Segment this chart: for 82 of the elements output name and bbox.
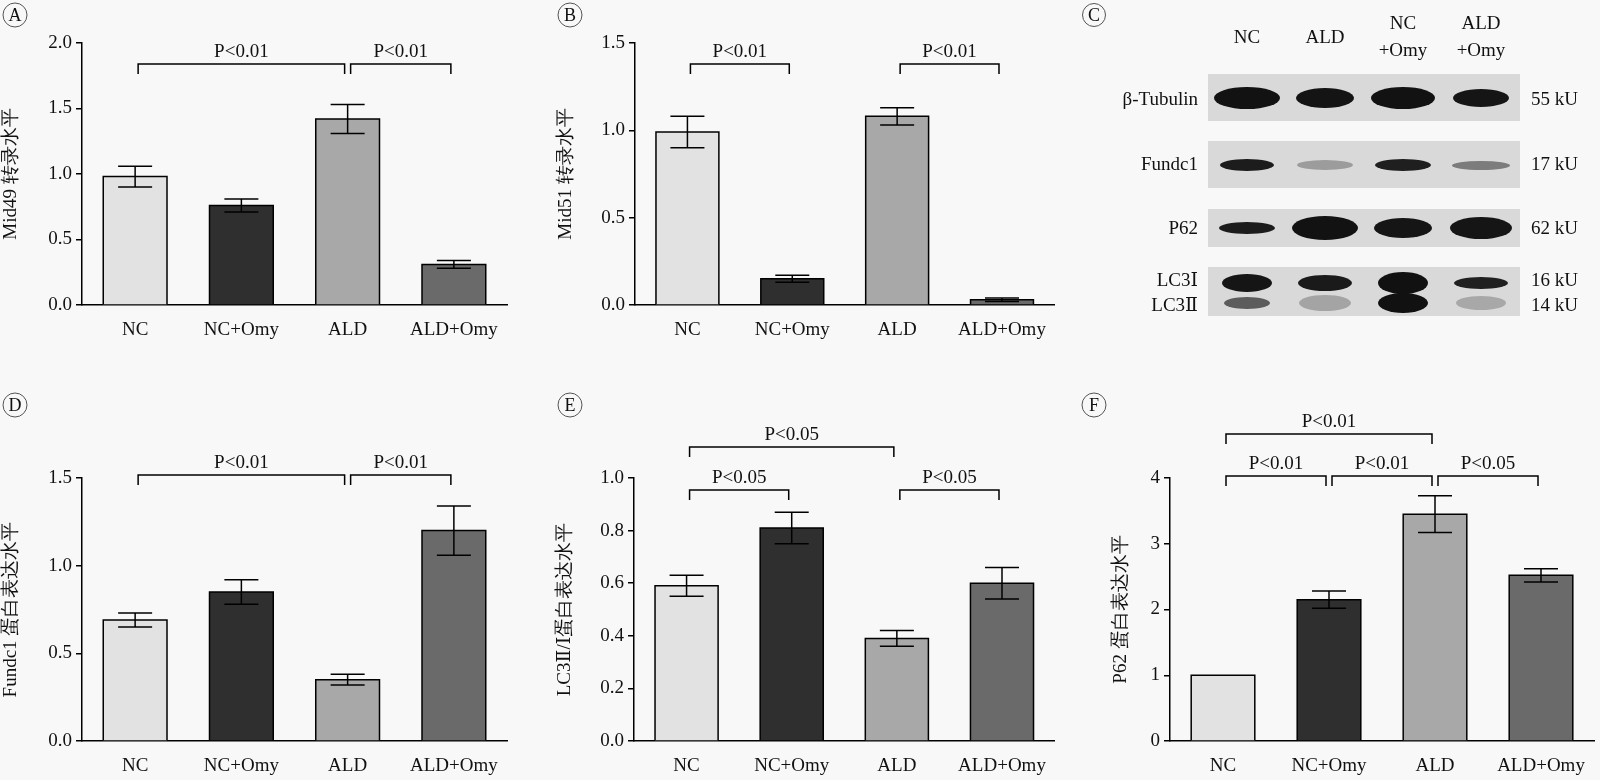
category-label: 17 kU xyxy=(1531,153,1578,174)
x-tick-label: ALD+Omy xyxy=(958,754,1047,776)
annotation: P<0.05 xyxy=(922,466,977,487)
text: P<0.01 xyxy=(1354,452,1410,473)
y-tick-label: 0 xyxy=(1150,728,1160,750)
x-tick-label: ALD+Omy xyxy=(1497,754,1586,776)
text: C xyxy=(1082,3,1106,27)
category-label: P62 xyxy=(1168,217,1198,238)
x-tick-label: ALD xyxy=(328,318,368,340)
x-tick-label: NC+Omy xyxy=(1291,754,1368,776)
annotation: P<0.05 xyxy=(711,466,767,487)
y-axis-title: LC3Ⅱ/Ⅰ蛋白表达水平 xyxy=(553,522,575,697)
y-tick-label: 1 xyxy=(1150,663,1160,685)
x-tick-label: NC xyxy=(1209,754,1237,776)
y-tick-label: 3 xyxy=(1150,531,1160,553)
y-tick-label: 0.6 xyxy=(600,571,624,593)
text: P<0.01 xyxy=(373,451,429,472)
x-tick-label: ALD xyxy=(877,754,917,776)
y-tick-label: 0.5 xyxy=(48,227,72,249)
annotation: P<0.01 xyxy=(373,40,429,61)
text: P<0.05 xyxy=(1460,452,1516,473)
category-label: β-Tubulin xyxy=(1122,88,1198,109)
x-tick-label: ALD xyxy=(328,754,368,776)
x-tick-label: NC xyxy=(673,754,700,776)
y-axis-title: Mid51 转录水平 xyxy=(554,108,576,240)
category-label: 55 kU xyxy=(1531,88,1578,109)
text: P<0.01 xyxy=(1248,452,1304,473)
x-tick-label: NC xyxy=(121,754,149,776)
y-tick-label: 1.5 xyxy=(48,96,72,118)
category-label: Fundc1 xyxy=(1141,153,1198,174)
y-tick-label: 0.0 xyxy=(600,728,624,750)
y-tick-label: 0.4 xyxy=(600,623,625,645)
category-label: ALD +Omy xyxy=(1455,11,1507,62)
category-label: LC3Ⅱ xyxy=(1151,294,1198,315)
text: P<0.01 xyxy=(214,451,269,472)
chart-title: E xyxy=(564,394,576,415)
y-axis-title: Mid49 转录水平 xyxy=(0,108,21,240)
text: P<0.05 xyxy=(764,423,819,444)
x-tick-label: NC xyxy=(121,318,149,340)
chart-title: D xyxy=(8,394,22,415)
category-label: LC3Ⅰ xyxy=(1156,269,1198,290)
x-tick-label: ALD+Omy xyxy=(409,754,499,776)
chart-title: B xyxy=(563,4,577,25)
y-tick-label: 1.5 xyxy=(48,465,72,487)
text: P<0.01 xyxy=(1301,410,1357,431)
annotation: P<0.01 xyxy=(214,40,269,61)
y-tick-label: 0.8 xyxy=(600,518,624,540)
category-label: 16 kU xyxy=(1531,269,1578,290)
annotation: P<0.01 xyxy=(922,40,977,61)
x-tick-label: ALD xyxy=(1415,754,1455,776)
x-tick-label: ALD+Omy xyxy=(409,318,499,340)
x-tick-label: NC+Omy xyxy=(203,754,280,776)
category-label: 14 kU xyxy=(1531,294,1578,315)
chart-title: A xyxy=(8,4,22,25)
y-tick-label: 1.0 xyxy=(48,161,72,183)
y-tick-label: 4 xyxy=(1150,465,1161,487)
y-tick-label: 0.2 xyxy=(600,676,624,698)
chart-title: F xyxy=(1088,394,1100,415)
y-tick-label: 1.0 xyxy=(600,465,624,487)
y-tick-label: 2 xyxy=(1150,597,1160,619)
category-label: 62 kU xyxy=(1531,217,1578,238)
y-tick-label: 1.5 xyxy=(601,30,625,52)
y-tick-label: 0.0 xyxy=(48,292,72,314)
y-tick-label: 0.0 xyxy=(48,728,72,750)
y-tick-label: 1.0 xyxy=(48,553,72,575)
category-label: NC xyxy=(1233,24,1261,49)
x-tick-label: NC xyxy=(674,318,701,340)
y-axis-title: P62 蛋白表达水平 xyxy=(1109,535,1131,684)
annotation: P<0.01 xyxy=(712,40,768,61)
y-tick-label: 1.0 xyxy=(601,118,625,140)
y-tick-label: 2.0 xyxy=(48,30,72,52)
x-tick-label: ALD xyxy=(877,318,917,340)
x-tick-label: NC+Omy xyxy=(754,318,831,340)
x-tick-label: NC+Omy xyxy=(203,318,280,340)
category-label: ALD xyxy=(1305,24,1345,49)
y-tick-label: 0.5 xyxy=(601,205,625,227)
x-tick-label: NC+Omy xyxy=(754,754,830,776)
x-tick-label: ALD+Omy xyxy=(958,318,1047,340)
y-tick-label: 0.5 xyxy=(48,641,72,663)
y-tick-label: 0.0 xyxy=(601,292,625,314)
y-axis-title: Fundc1 蛋白表达水平 xyxy=(0,521,21,698)
category-label: NC +Omy xyxy=(1377,11,1429,62)
